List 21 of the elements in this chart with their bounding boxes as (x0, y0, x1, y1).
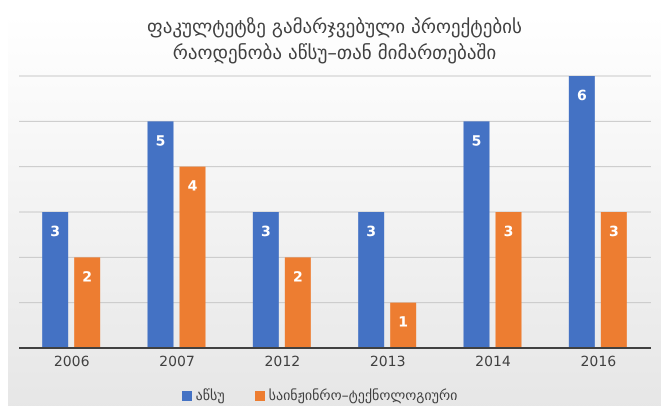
data-label: 1 (398, 314, 408, 331)
data-label: 3 (608, 224, 619, 240)
data-label: 5 (472, 133, 482, 150)
legend-label: აწსუ (196, 388, 225, 404)
data-label: 4 (188, 178, 198, 195)
data-label: 3 (366, 224, 376, 240)
legend-label: საინჟინრო–ტექნოლოგიური (268, 388, 458, 404)
x-tick-label: 2016 (580, 354, 616, 370)
x-tick-label: 2006 (54, 354, 90, 370)
data-label: 5 (156, 133, 166, 150)
x-tick-label: 2014 (475, 354, 511, 370)
chart-title: ფაკულტეტზე გამარჯვებული პროექტების რაოდენობა აწსუ–თან მიმართებაში (146, 15, 523, 66)
data-label: 2 (82, 269, 92, 286)
data-label: 3 (260, 224, 271, 240)
data-label: 3 (504, 224, 514, 240)
x-tick-label: 2012 (264, 354, 300, 370)
x-tick-label: 2007 (159, 354, 195, 370)
x-tick-label: 2013 (370, 354, 406, 370)
data-label: 2 (292, 269, 303, 286)
data-label: 3 (50, 224, 60, 240)
data-label: 6 (576, 88, 587, 104)
